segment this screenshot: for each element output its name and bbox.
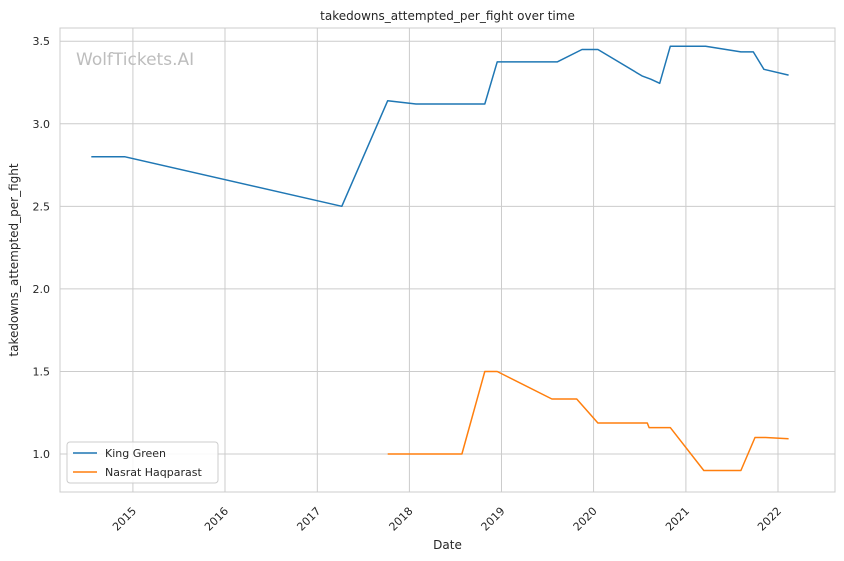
legend-label: King Green <box>105 447 166 460</box>
y-tick-label: 3.0 <box>33 118 51 131</box>
y-tick-label: 1.0 <box>33 448 51 461</box>
y-axis-ticks: 1.0 1.5 2.0 2.5 3.0 3.5 <box>33 35 51 461</box>
legend-label: Nasrat Haqparast <box>105 466 202 479</box>
series-layer <box>91 45 789 472</box>
y-tick-label: 3.5 <box>33 35 51 48</box>
y-axis-title: takedowns_attempted_per_fight <box>7 163 21 356</box>
chart-title: takedowns_attempted_per_fight over time <box>320 9 575 23</box>
y-tick-label: 1.5 <box>33 365 51 378</box>
plot-frame <box>59 27 836 493</box>
x-axis-title: Date <box>433 538 462 552</box>
watermark: WolfTickets.AI <box>76 50 194 70</box>
series-line-king-green <box>91 45 789 208</box>
y-tick-label: 2.0 <box>33 283 51 296</box>
legend: King Green Nasrat Haqparast <box>66 441 219 484</box>
series-line-nasrat-haqparast <box>387 370 789 472</box>
legend-box <box>66 441 219 484</box>
y-tick-label: 2.5 <box>33 200 51 213</box>
